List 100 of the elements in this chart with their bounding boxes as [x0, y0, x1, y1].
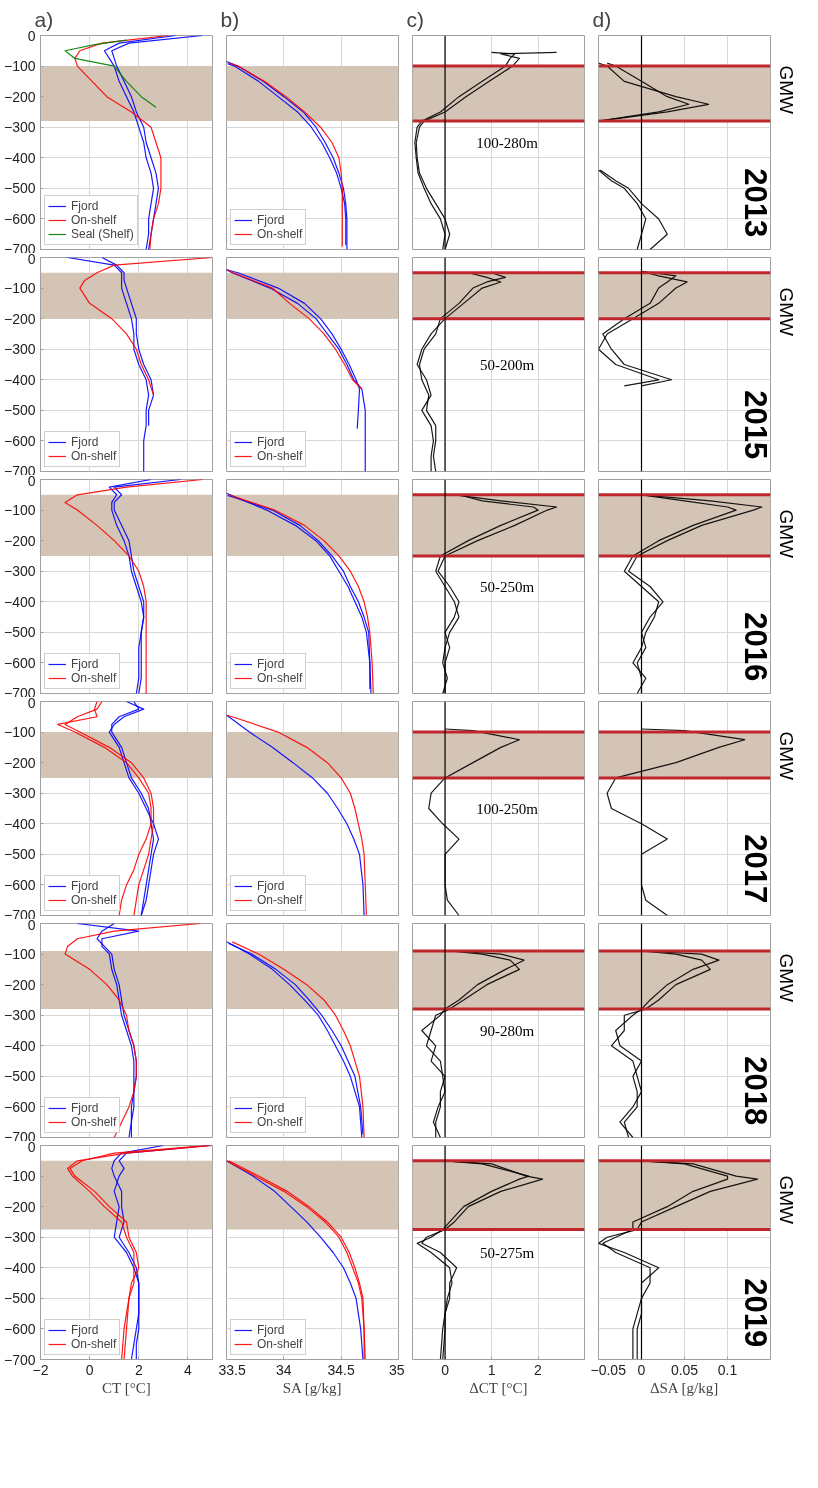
x-tick-label: 0.05: [670, 1361, 699, 1378]
y-tick-label: −700: [3, 1351, 36, 1368]
y-tick-label: −600: [3, 210, 36, 227]
chart-title: a): [34, 7, 54, 31]
x-tick-label: 2: [134, 1361, 143, 1378]
y-tick-label: −500: [3, 180, 36, 197]
x-axis-title: CT [°C]: [102, 1379, 151, 1396]
text: GMW: [775, 953, 797, 1003]
y-tick-label: 0: [27, 27, 36, 44]
y-tick-label: −500: [3, 624, 36, 641]
annotation: 50-250m: [480, 578, 535, 595]
y-tick-label: −500: [3, 402, 36, 419]
legend-label: Fjord: [71, 199, 99, 213]
y-tick-label: −200: [3, 532, 36, 549]
legend-label: Fjord: [71, 1323, 99, 1337]
y-tick-label: −600: [3, 654, 36, 671]
legend-label: Seal (Shelf): [71, 227, 134, 241]
annotation: 2019: [737, 1278, 773, 1348]
y-tick-label: −500: [3, 846, 36, 863]
y-tick-label: −300: [3, 563, 36, 580]
legend-label: On-shelf: [257, 1115, 303, 1129]
x-tick-label: 0: [85, 1361, 94, 1378]
legend-label: On-shelf: [71, 671, 117, 685]
text: GMW: [775, 731, 797, 781]
y-tick-label: −200: [3, 88, 36, 105]
x-tick-label: 0: [441, 1361, 450, 1378]
y-tick-label: −600: [3, 1320, 36, 1337]
text: GMW: [775, 509, 797, 559]
text: GMW: [775, 65, 797, 115]
y-tick-label: −300: [3, 1229, 36, 1246]
y-tick-label: −300: [3, 341, 36, 358]
y-tick-label: −500: [3, 1290, 36, 1307]
text: GMW: [775, 287, 797, 337]
legend-label: On-shelf: [71, 449, 117, 463]
y-tick-label: −200: [3, 310, 36, 327]
y-tick-label: −400: [3, 371, 36, 388]
y-tick-label: −600: [3, 876, 36, 893]
annotation: 2018: [737, 1056, 773, 1126]
y-tick-label: −300: [3, 785, 36, 802]
legend-label: Fjord: [257, 213, 285, 227]
legend-label: On-shelf: [71, 893, 117, 907]
x-axis-title: ΔCT [°C]: [469, 1379, 528, 1396]
x-tick-label: 34: [276, 1361, 292, 1378]
legend-label: On-shelf: [257, 449, 303, 463]
y-tick-label: −100: [3, 58, 36, 75]
chart-title: d): [592, 7, 612, 31]
x-tick-label: 35: [388, 1361, 405, 1378]
y-tick-label: −300: [3, 119, 36, 136]
y-tick-label: −200: [3, 1198, 36, 1215]
y-tick-label: −400: [3, 593, 36, 610]
y-tick-label: −100: [3, 280, 36, 297]
legend-label: Fjord: [257, 879, 285, 893]
annotation: 50-275m: [480, 1244, 535, 1261]
x-tick-label: 34.5: [327, 1361, 355, 1378]
x-tick-label: −0.05: [590, 1361, 627, 1378]
legend-label: Fjord: [71, 435, 99, 449]
legend-label: On-shelf: [257, 671, 303, 685]
legend-label: On-shelf: [257, 1337, 303, 1351]
y-tick-label: −400: [3, 1259, 36, 1276]
legend-label: On-shelf: [71, 1115, 117, 1129]
legend-label: Fjord: [257, 657, 285, 671]
legend-label: Fjord: [71, 657, 99, 671]
x-tick-label: 2: [534, 1361, 543, 1378]
y-tick-label: −200: [3, 754, 36, 771]
x-tick-label: 33.5: [218, 1361, 246, 1378]
y-tick-label: −200: [3, 976, 36, 993]
x-tick-label: 4: [184, 1361, 193, 1378]
y-tick-label: −500: [3, 1068, 36, 1085]
y-tick-label: −400: [3, 1037, 36, 1054]
annotation: 2013: [737, 168, 773, 238]
legend-label: On-shelf: [257, 227, 303, 241]
y-tick-label: −100: [3, 724, 36, 741]
x-tick-label: 1: [487, 1361, 496, 1378]
annotation: 2017: [737, 834, 773, 904]
legend-label: Fjord: [71, 1101, 99, 1115]
annotation: 100-280m: [476, 134, 539, 151]
chart-title: b): [220, 7, 240, 31]
y-tick-label: −100: [3, 502, 36, 519]
y-tick-label: −400: [3, 815, 36, 832]
legend-label: Fjord: [257, 1101, 285, 1115]
legend-label: On-shelf: [71, 213, 117, 227]
y-tick-label: −100: [3, 946, 36, 963]
legend-label: Fjord: [257, 1323, 285, 1337]
y-tick-label: −400: [3, 149, 36, 166]
x-tick-label: 0.1: [717, 1361, 738, 1378]
annotation: 100-250m: [476, 800, 539, 817]
legend-label: On-shelf: [257, 893, 303, 907]
chart-title: c): [406, 7, 424, 31]
y-tick-label: −600: [3, 432, 36, 449]
legend-label: On-shelf: [71, 1337, 117, 1351]
legend-label: Fjord: [71, 879, 99, 893]
annotation: 50-200m: [480, 356, 535, 373]
x-tick-label: 0: [637, 1361, 646, 1378]
x-axis-title: ΔSA [g/kg]: [649, 1379, 719, 1396]
annotation: 90-280m: [480, 1022, 535, 1039]
x-axis-title: SA [g/kg]: [282, 1379, 342, 1396]
annotation: 2015: [737, 390, 773, 460]
y-tick-label: −600: [3, 1098, 36, 1115]
legend-label: Fjord: [257, 435, 285, 449]
y-tick-label: −300: [3, 1007, 36, 1024]
